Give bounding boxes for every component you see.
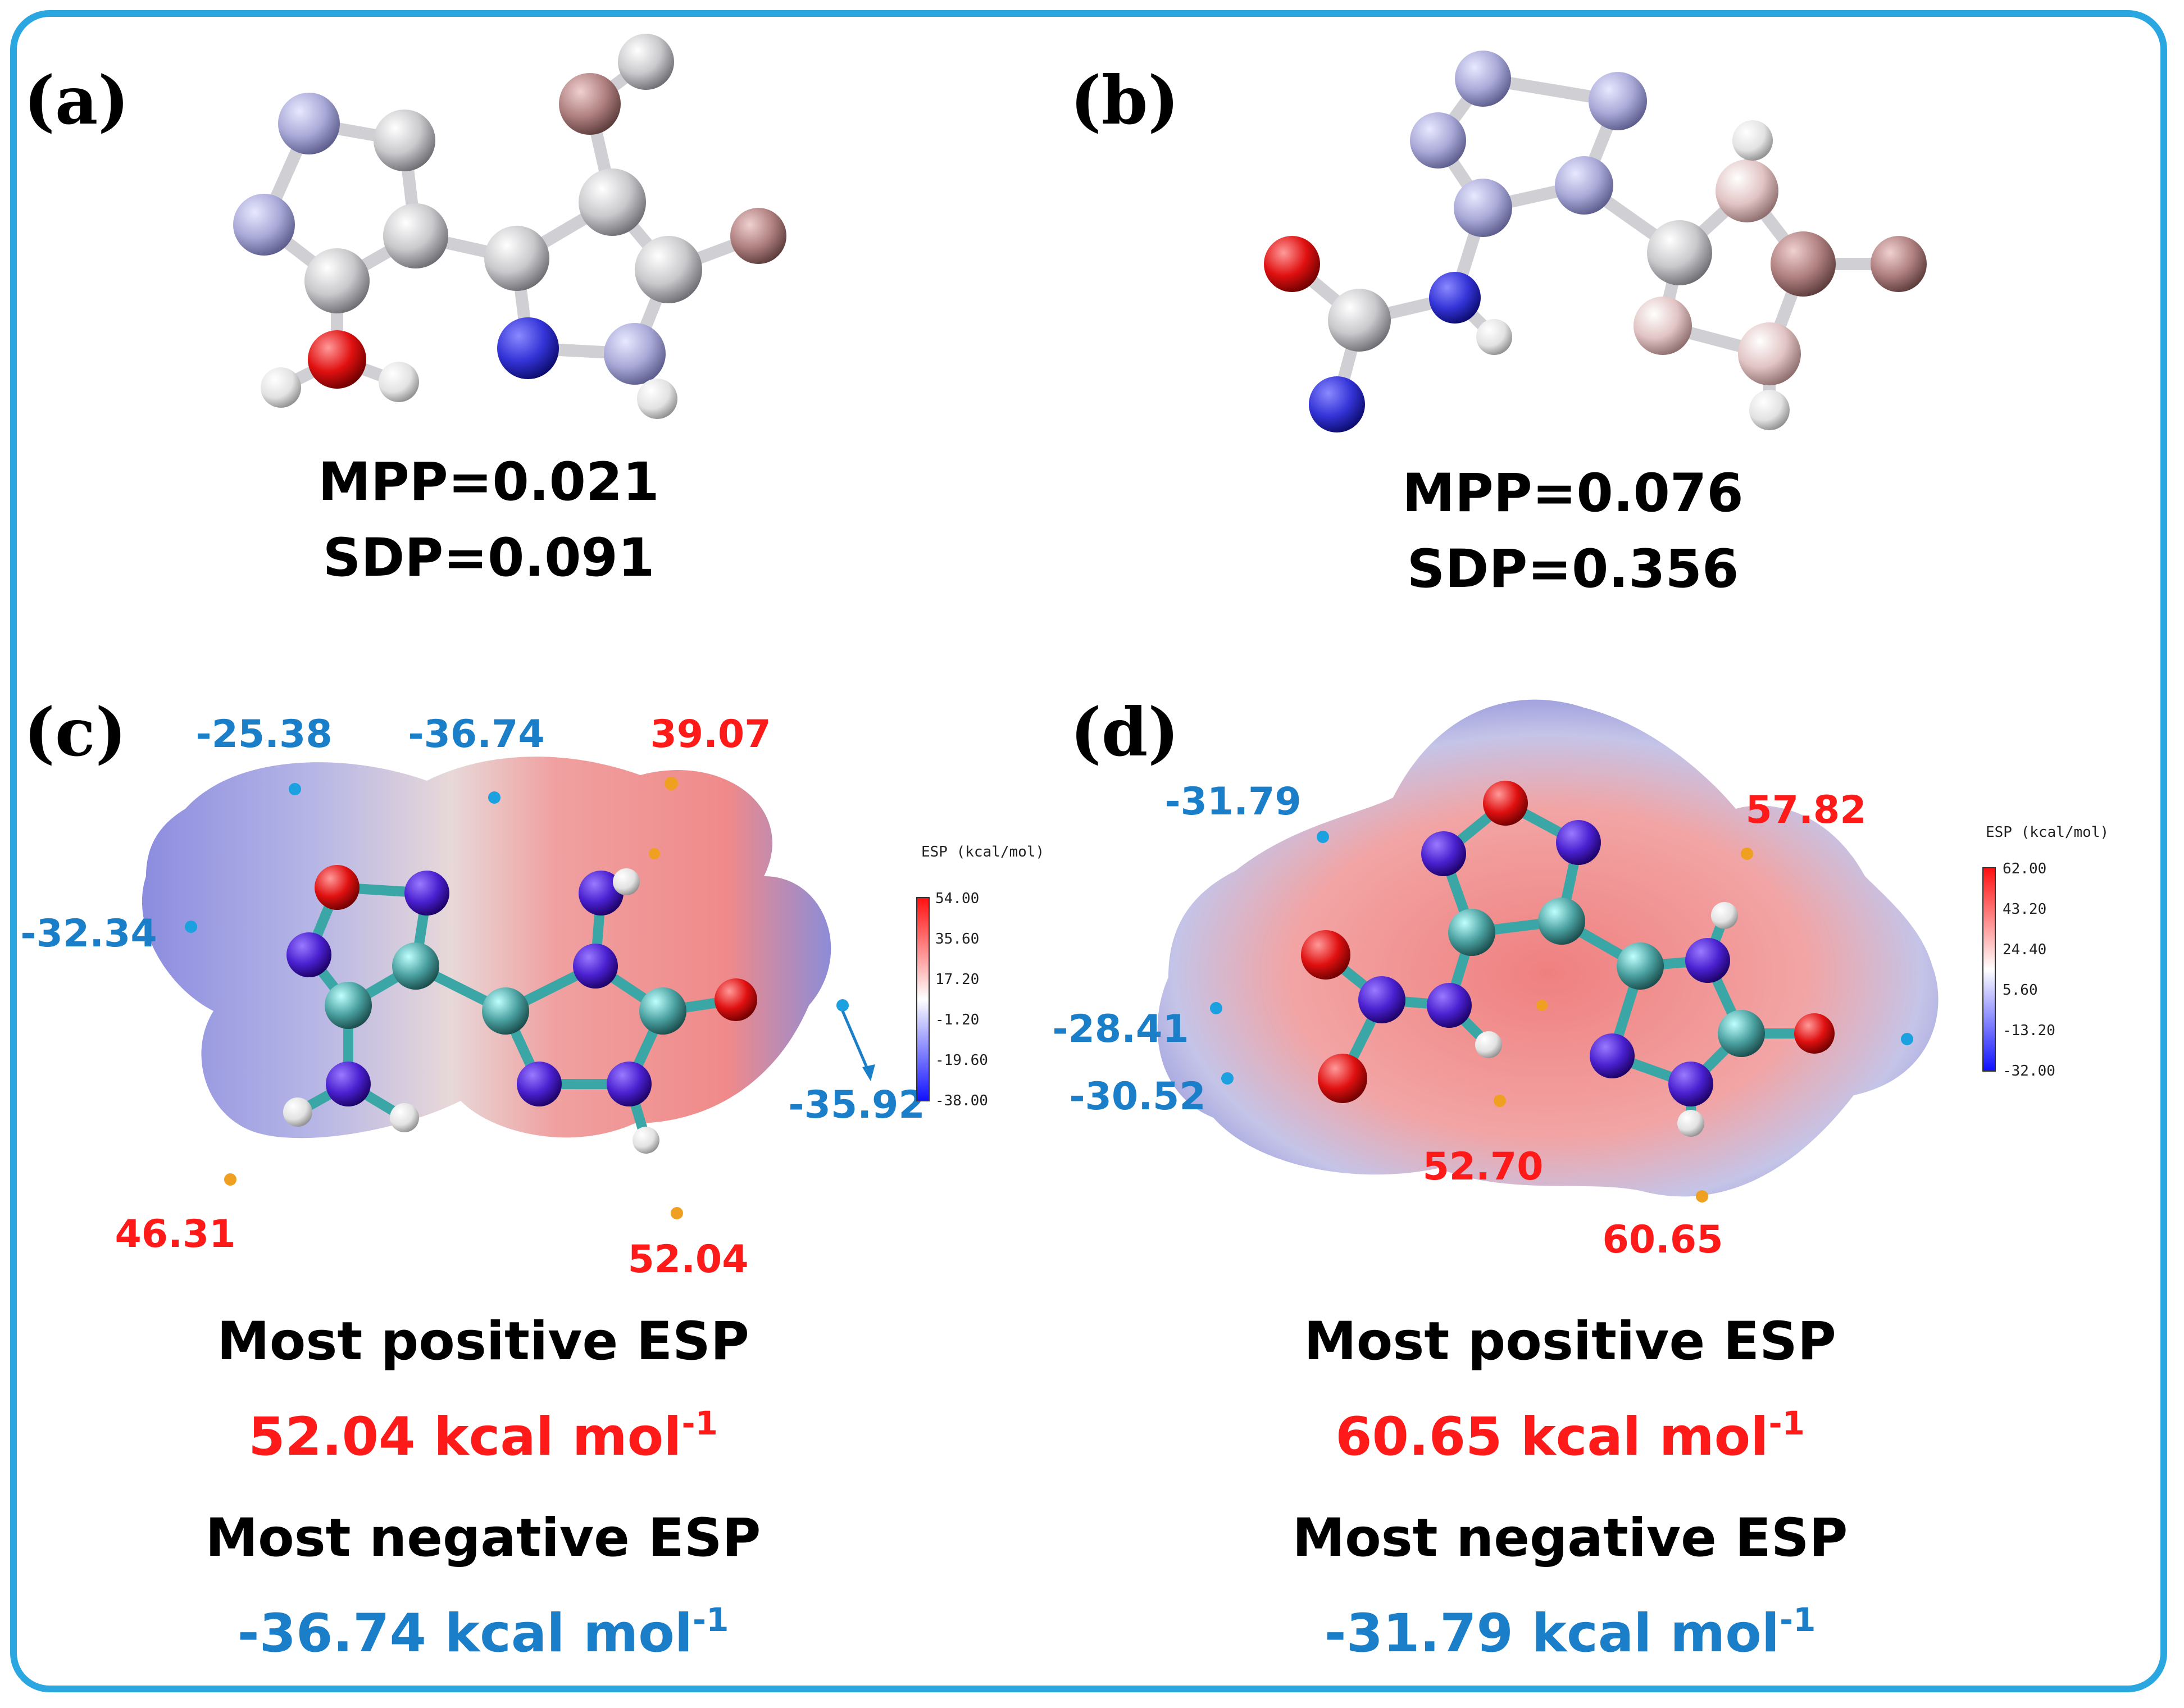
extrema-points-d [1210, 831, 1913, 1203]
esp-value-d-neg-1: -31.79 [1164, 780, 1301, 824]
colorbar-d-tick-2: 43.20 [2003, 901, 2046, 918]
sdp-b: SDP=0.356 [1407, 539, 1739, 600]
esp-value-c-neg-4: -35.92 [788, 1083, 925, 1127]
most-positive-heading-d: Most positive ESP [1304, 1311, 1836, 1372]
most-negative-heading-c: Most negative ESP [206, 1507, 761, 1569]
colorbar-c-tick-2: 35.60 [935, 931, 979, 948]
colorbar-d-tick-6: -32.00 [2003, 1063, 2055, 1080]
figure-border [10, 10, 2167, 1692]
esp-value-d-pos-3: 60.65 [1602, 1218, 1723, 1262]
esp-value-c-pos-3: 52.04 [627, 1237, 748, 1282]
esp-value-d-pos-1: 57.82 [1745, 788, 1866, 832]
esp-value-d-neg-2: -28.41 [1052, 1007, 1189, 1051]
panel-d: (d) [1052, 693, 2109, 1664]
sdp-a: SDP=0.091 [323, 527, 655, 589]
colorbar-c-tick-1: 54.00 [935, 890, 979, 907]
esp-value-c-neg-2: -36.74 [408, 712, 544, 757]
esp-value-c-pos-1: 39.07 [650, 712, 771, 757]
most-negative-value-d: -31.79 kcal mol-1 [1325, 1601, 1816, 1664]
colorbar-c-tick-6: -38.00 [935, 1092, 988, 1109]
esp-value-c-neg-1: -25.38 [195, 712, 332, 757]
colorbar-d-tick-1: 62.00 [2003, 860, 2046, 877]
panel-a-label: (a) [24, 61, 129, 139]
esp-value-c-neg-3: -32.34 [20, 912, 157, 956]
esp-value-d-neg-3: -30.52 [1069, 1074, 1205, 1119]
panel-c: (c) [20, 693, 1044, 1664]
colorbar-c: ESP (kcal/mol) 54.00 35.60 17.20 -1.20 -… [916, 844, 1044, 1109]
colorbar-c-title: ESP (kcal/mol) [921, 844, 1044, 860]
colorbar-c-tick-3: 17.20 [935, 971, 979, 988]
most-positive-value-c: 52.04 kcal mol-1 [248, 1404, 718, 1468]
colorbar-c-tick-5: -19.60 [935, 1052, 988, 1069]
atoms-b [1264, 51, 1927, 432]
most-negative-heading-d: Most negative ESP [1293, 1507, 1848, 1569]
esp-value-c-pos-2: 46.31 [115, 1212, 235, 1256]
most-negative-value-c: -36.74 kcal mol-1 [238, 1601, 729, 1664]
esp-value-d-pos-2: 52.70 [1422, 1145, 1543, 1189]
mpp-a: MPP=0.021 [318, 452, 659, 513]
most-positive-heading-c: Most positive ESP [217, 1311, 749, 1372]
colorbar-c-tick-4: -1.20 [935, 1012, 979, 1028]
extrema-points-c [185, 777, 875, 1219]
colorbar-d-title: ESP (kcal/mol) [1986, 824, 2109, 841]
colorbar-d-tick-3: 24.40 [2003, 941, 2046, 958]
colorbar-d: ESP (kcal/mol) 62.00 43.20 24.40 5.60 -1… [1982, 824, 2109, 1080]
colorbar-d-tick-5: -13.20 [2003, 1022, 2055, 1039]
panel-b: (b) MPP=0.076 SDP=0.356 [1070, 51, 1927, 600]
colorbar-d-tick-4: 5.60 [2003, 982, 2038, 999]
esp-surface-c [142, 757, 831, 1138]
panel-a: (a) MPP=0.021 SDP=0.091 [24, 34, 786, 589]
panel-d-label: (d) [1070, 693, 1179, 771]
atoms-c [283, 865, 757, 1154]
panel-b-label: (b) [1070, 61, 1179, 139]
mpp-b: MPP=0.076 [1402, 463, 1743, 524]
atoms-d [1301, 781, 1835, 1137]
atoms-a [233, 34, 786, 419]
most-positive-value-d: 60.65 kcal mol-1 [1335, 1404, 1805, 1468]
panel-c-label: (c) [24, 693, 127, 771]
esp-surface-d [1157, 699, 1939, 1197]
